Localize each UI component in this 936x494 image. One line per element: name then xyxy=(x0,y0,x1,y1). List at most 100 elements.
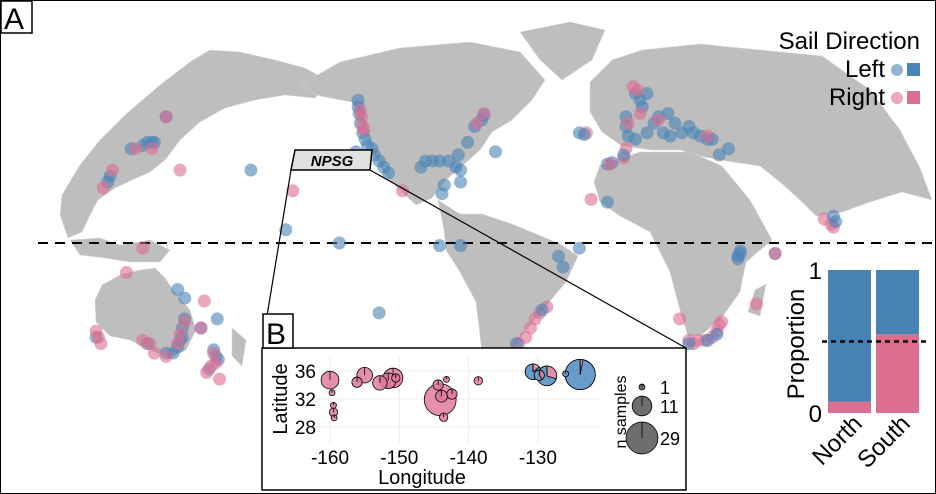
inset-y-tick-label: 28 xyxy=(295,418,316,439)
map-point-left xyxy=(210,312,224,326)
map-point-left xyxy=(489,145,502,159)
map-point-right xyxy=(652,113,666,127)
inset-y-axis-title: Latitude xyxy=(270,363,292,434)
inset-pie xyxy=(391,373,401,383)
size-legend-circle-icon xyxy=(638,383,646,391)
map-point-right xyxy=(603,157,617,171)
land-indonesia xyxy=(69,237,171,263)
map-point-left xyxy=(572,241,586,255)
map-point-right xyxy=(89,324,103,338)
map-point-left xyxy=(722,142,735,156)
legend-right-square-icon xyxy=(907,91,920,104)
inset-x-tick-label: -150 xyxy=(380,448,418,469)
map-point-left xyxy=(682,337,696,351)
map-point-right xyxy=(173,163,187,177)
map-point-right xyxy=(395,184,409,198)
legend-right-label: Right xyxy=(829,84,885,111)
map-point-left xyxy=(701,333,715,347)
map-point-right xyxy=(715,315,729,329)
bar-south-left xyxy=(876,270,919,335)
size-legend: 111 29 xyxy=(625,378,680,455)
map-point-right xyxy=(147,346,161,360)
inset-pie xyxy=(473,376,483,386)
legend-left-square-icon xyxy=(907,63,920,76)
map-point-left xyxy=(556,260,570,274)
inset-y-tick-label: 32 xyxy=(295,390,316,411)
land-africa xyxy=(593,151,773,337)
legend-title: Sail Direction xyxy=(779,28,920,55)
map-point-left xyxy=(535,303,549,317)
size-legend-title: n samples xyxy=(613,376,630,449)
map-point-right xyxy=(213,372,227,386)
land-east-asia xyxy=(59,49,331,239)
panel-a-label: A xyxy=(4,3,24,36)
map-point-left xyxy=(178,291,192,305)
inset-pie xyxy=(328,389,336,397)
inset-pie xyxy=(533,369,545,381)
map-point-right xyxy=(197,294,211,308)
map-point-left xyxy=(332,236,346,250)
inset-pie xyxy=(432,379,444,391)
map-point-left xyxy=(617,148,631,162)
bar-y-tick-label: 1 xyxy=(809,258,822,285)
map-point-right xyxy=(621,116,635,130)
panel-b-label: B xyxy=(266,318,286,351)
map-point-right xyxy=(159,349,173,363)
map-point-left xyxy=(279,223,293,237)
map-point-right xyxy=(106,163,119,177)
panel-a-label-box xyxy=(0,0,33,34)
map-point-left xyxy=(710,327,724,341)
map-point-right xyxy=(470,116,484,130)
inset-pie xyxy=(564,359,596,390)
inset-x-tick-label: -130 xyxy=(519,448,557,469)
inset-pie xyxy=(446,388,458,400)
map-point-right xyxy=(178,315,192,329)
legend-right-circle-icon xyxy=(891,92,903,104)
map-point-right xyxy=(286,184,300,198)
map-point-left xyxy=(628,132,642,146)
inset-pie xyxy=(372,375,388,391)
map-point-right xyxy=(701,129,715,143)
map-point-right xyxy=(145,142,159,156)
land-north-america xyxy=(299,41,546,206)
map-point-left xyxy=(640,126,654,140)
map-point-left xyxy=(731,252,745,266)
map-point-left xyxy=(656,126,670,140)
bar-north-left xyxy=(828,270,871,402)
map-point-right xyxy=(477,107,491,120)
map-point-left xyxy=(826,209,840,223)
map-point-left xyxy=(435,187,449,201)
inset-pie xyxy=(330,414,338,422)
inset-pies xyxy=(320,359,596,422)
size-legend-label: 29 xyxy=(660,429,680,449)
map-point-right xyxy=(200,366,214,379)
size-legend-circle-icon xyxy=(631,395,653,417)
map-point-left xyxy=(661,107,675,120)
panel-b-label-box xyxy=(262,313,294,349)
size-legend-label: 11 xyxy=(660,397,679,417)
inset-pie xyxy=(320,370,340,390)
legend-left-circle-icon xyxy=(891,64,903,76)
map-point-right xyxy=(357,123,371,137)
callout-line-right xyxy=(369,169,687,349)
map-point-left xyxy=(381,166,395,180)
map-point-left xyxy=(433,239,447,253)
map-point-left xyxy=(712,148,726,162)
inset-pie xyxy=(330,401,337,409)
map-point-left xyxy=(433,154,447,168)
inset-axes: -160 -150 -140 -130 36 32 28 xyxy=(295,362,557,469)
bar-y-tick-label: 0 xyxy=(809,401,822,428)
inset-pie xyxy=(351,376,363,388)
pie-slice-left xyxy=(533,369,543,381)
map-point-right xyxy=(584,192,598,206)
map-points xyxy=(89,80,843,386)
map-point-left xyxy=(454,163,468,177)
land-new-zealand xyxy=(231,327,247,367)
map-point-right xyxy=(626,80,640,94)
size-legend-label: 1 xyxy=(660,378,670,398)
map-point-right xyxy=(171,337,185,351)
npsg-callout-label: NPSG xyxy=(311,153,354,170)
map-point-left xyxy=(552,249,565,263)
